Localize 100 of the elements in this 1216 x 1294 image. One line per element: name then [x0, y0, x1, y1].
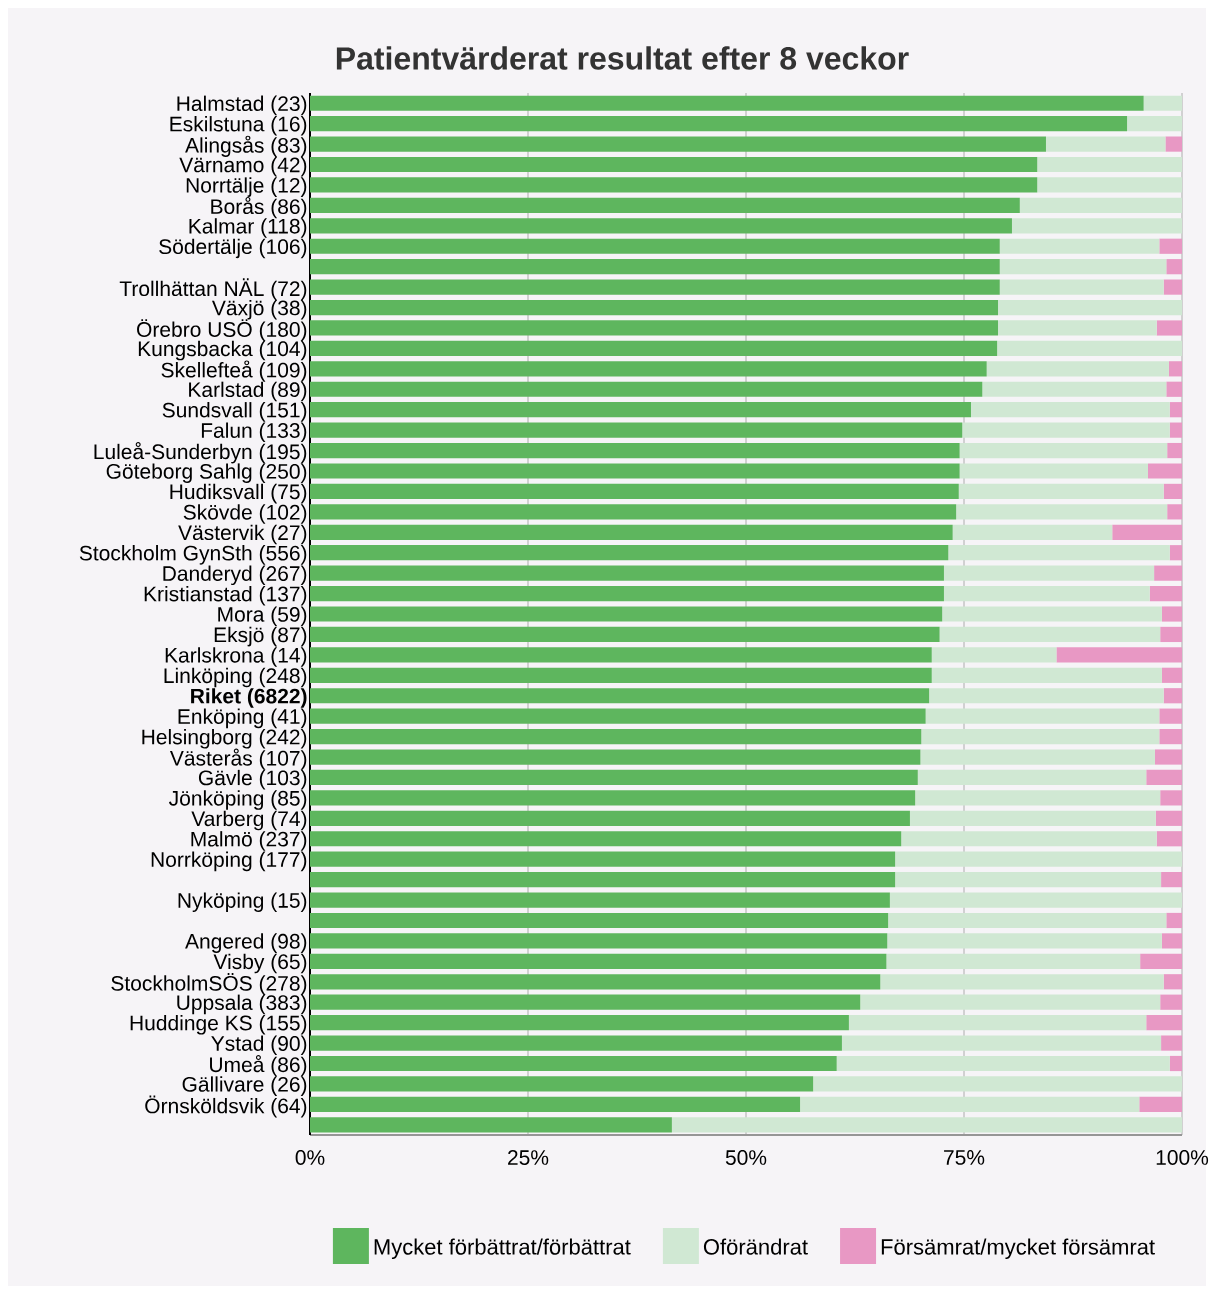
bar: [1160, 790, 1183, 806]
bar: [1146, 769, 1183, 786]
bar: [310, 565, 945, 581]
bar: [310, 769, 919, 786]
y-tick-label: Gävle (103): [199, 769, 307, 790]
bar: [310, 545, 949, 561]
bar: [310, 524, 953, 540]
bar: [944, 585, 1150, 602]
bar: [310, 994, 861, 1010]
bar: [1166, 381, 1183, 397]
y-tick-label: Eksjö (87): [215, 626, 307, 647]
bar: [1037, 177, 1183, 193]
bar: [982, 381, 1167, 397]
y-tick-label: Kungsbacka (104): [139, 340, 307, 361]
bar: [310, 320, 999, 336]
bar: [1112, 524, 1183, 540]
bar: [310, 299, 999, 316]
bar: [890, 892, 1183, 908]
bar: [1163, 279, 1183, 295]
bar: [1056, 647, 1183, 663]
x-tick-label: 25%: [508, 1150, 549, 1165]
y-tick-label: Halmstad (23): [177, 95, 307, 116]
bar: [310, 729, 922, 745]
y-tick-label: Luleå-Sunderbyn (195): [94, 442, 307, 464]
bar: [997, 340, 1183, 356]
y-tick-label: Jönköping (85): [169, 790, 307, 810]
bar: [842, 1035, 1162, 1051]
bar: [886, 953, 1141, 969]
bar: [1156, 810, 1183, 826]
y-tick-label: Mora (59): [218, 606, 307, 626]
bar: [1143, 95, 1183, 111]
bar: [1162, 933, 1183, 949]
bar: [310, 95, 1144, 111]
y-tick-label: Alingsås (83): [185, 135, 307, 157]
bar: [1139, 1096, 1183, 1112]
y-tick-label: Linköping (248): [164, 667, 307, 688]
bar: [1156, 831, 1183, 847]
bar: [901, 831, 1157, 847]
bar: [887, 933, 1163, 949]
bar: [1000, 279, 1164, 295]
bar: [310, 402, 972, 418]
bar: [959, 463, 1149, 479]
bar: [1163, 688, 1183, 704]
bar: [1149, 585, 1183, 602]
bar: [310, 606, 943, 622]
y-tick-label: Enköping (41): [178, 708, 307, 729]
bar: [310, 1015, 850, 1031]
bar: [998, 320, 1157, 336]
bar: [1165, 136, 1183, 152]
y-tick-label: Riket (6822): [191, 688, 307, 708]
bar: [1154, 565, 1183, 581]
y-tick-label: Malmö (237): [191, 831, 307, 851]
bar: [310, 381, 983, 397]
legend-label: Försämrat/mycket försämrat: [882, 1238, 1156, 1259]
bar: [920, 749, 1156, 765]
bar: [1155, 749, 1183, 765]
bar: [310, 872, 896, 888]
bar: [931, 647, 1057, 663]
bar: [1166, 912, 1183, 929]
y-tick-label: Västerås (107): [170, 748, 307, 770]
bar: [962, 422, 1171, 438]
bar: [956, 504, 1168, 520]
bar: [1146, 1015, 1183, 1031]
bar: [1163, 483, 1183, 500]
bar: [310, 667, 932, 683]
bar: [800, 1096, 1140, 1112]
bar: [310, 688, 930, 704]
y-tick-label: Visby (65): [213, 953, 307, 974]
y-tick-label: Umeå (86): [210, 1055, 307, 1077]
bar: [310, 504, 957, 520]
bar: [939, 626, 1161, 643]
bar: [310, 463, 960, 479]
bar: [310, 361, 987, 377]
bar: [672, 1117, 1183, 1133]
bar: [310, 483, 960, 500]
bar: [952, 524, 1113, 540]
bar: [310, 790, 916, 806]
y-tick-label: Göteborg Sahlg (250): [106, 463, 307, 483]
y-tick-label: Ystad (90): [211, 1035, 307, 1056]
bar: [944, 565, 1155, 581]
y-tick-label: Helsingborg (242): [142, 728, 307, 749]
y-tick-label: Angered (98): [185, 933, 307, 953]
y-tick-label: Sundsvall (151): [162, 402, 307, 422]
bar: [1162, 606, 1183, 622]
bar: [310, 851, 896, 867]
y-tick-label: Norrtälje (12): [187, 177, 307, 197]
bar: [310, 442, 960, 459]
chart-title: Patientvärderat resultat efter 8 veckor: [337, 46, 909, 70]
bar: [1169, 361, 1183, 377]
y-tick-label: Värnamo (42): [179, 156, 307, 177]
y-tick-label: Västervik (27): [178, 524, 307, 545]
bar: [1159, 708, 1183, 724]
bar: [1148, 463, 1183, 479]
bar: [1170, 545, 1183, 561]
bar: [888, 912, 1167, 929]
y-tick-label: Skellefteå (109): [161, 360, 307, 382]
bar: [310, 136, 1047, 152]
bar: [860, 994, 1161, 1010]
bar: [310, 116, 1128, 132]
y-tick-label: Danderyd (267): [163, 565, 307, 586]
